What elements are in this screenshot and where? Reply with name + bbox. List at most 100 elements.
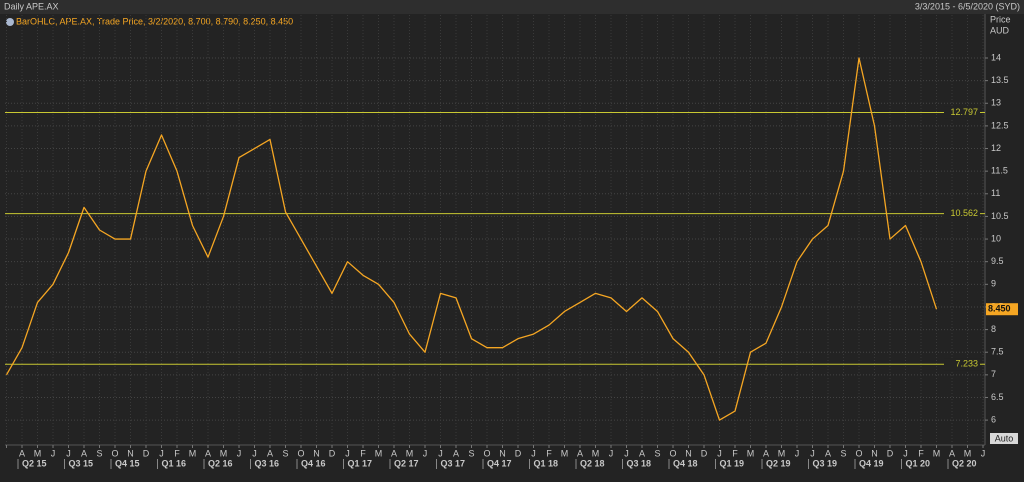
auto-button[interactable] <box>990 433 1018 444</box>
x-tick-label: M <box>34 448 42 458</box>
y-tick-label: 7 <box>991 369 996 379</box>
x-tick-label: N <box>499 448 506 458</box>
x-tick-label: J <box>51 448 56 458</box>
last-price-label: 8.450 <box>988 304 1011 314</box>
x-tick-label: J <box>981 448 986 458</box>
y-tick-label: 6.5 <box>991 392 1004 402</box>
y-tick-label: 14 <box>991 52 1001 62</box>
quarter-label: Q3 16 <box>255 458 280 468</box>
x-tick-label: M <box>406 448 414 458</box>
y-tick-label: 13 <box>991 98 1001 108</box>
x-tick-label: D <box>143 448 150 458</box>
y-tick-label: 8 <box>991 324 996 334</box>
x-tick-label: J <box>66 448 71 458</box>
level-label: 7.233 <box>955 359 978 369</box>
auto-button-label[interactable]: Auto <box>995 433 1014 443</box>
y-tick-label: 10 <box>991 233 1001 243</box>
quarter-label: Q4 19 <box>859 458 884 468</box>
x-tick-label: A <box>81 448 87 458</box>
x-tick-label: J <box>531 448 536 458</box>
x-tick-label: J <box>903 448 908 458</box>
quarter-label: Q4 17 <box>487 458 512 468</box>
x-tick-label: D <box>887 448 894 458</box>
x-tick-label: J <box>345 448 350 458</box>
price-line <box>5 57 938 421</box>
level-label-bg <box>944 207 980 220</box>
quarter-label: Q1 16 <box>162 458 187 468</box>
quarter-label: Q3 15 <box>69 458 94 468</box>
x-tick-label: J <box>795 448 800 458</box>
x-tick-label: J <box>159 448 164 458</box>
x-tick-label: J <box>717 448 722 458</box>
quarter-label: Q2 16 <box>208 458 233 468</box>
x-tick-label: M <box>778 448 786 458</box>
quarter-label: Q2 18 <box>580 458 605 468</box>
quarter-label: Q1 17 <box>348 458 373 468</box>
x-tick-label: D <box>515 448 522 458</box>
x-tick-label: J <box>252 448 257 458</box>
x-tick-label: A <box>949 448 955 458</box>
y-tick-label: 6 <box>991 414 996 424</box>
x-tick-label: M <box>933 448 941 458</box>
level-label: 10.562 <box>950 208 978 218</box>
level-label-bg <box>944 358 980 371</box>
x-tick-label: N <box>685 448 692 458</box>
x-tick-label: A <box>391 448 397 458</box>
x-tick-label: A <box>763 448 769 458</box>
x-tick-label: F <box>732 448 738 458</box>
x-tick-label: J <box>237 448 242 458</box>
x-tick-label: D <box>701 448 708 458</box>
quarter-label: Q3 17 <box>441 458 466 468</box>
y-tick-label: 9 <box>991 279 996 289</box>
x-tick-label: J <box>810 448 815 458</box>
x-tick-label: A <box>267 448 273 458</box>
x-tick-label: N <box>127 448 134 458</box>
header-bar <box>0 0 1024 14</box>
level-label: 12.797 <box>950 107 978 117</box>
y-tick-label: 11.5 <box>991 166 1008 176</box>
x-tick-label: N <box>871 448 878 458</box>
y-axis-label: Price <box>990 14 1011 24</box>
quarter-label: Q2 19 <box>766 458 791 468</box>
x-tick-label: A <box>453 448 459 458</box>
x-tick-label: F <box>546 448 552 458</box>
x-tick-label: O <box>483 448 490 458</box>
y-tick-label: 7.5 <box>991 347 1004 357</box>
x-tick-label: S <box>840 448 846 458</box>
x-tick-label: M <box>561 448 569 458</box>
x-tick-label: A <box>19 448 25 458</box>
x-tick-label: S <box>96 448 102 458</box>
quarter-label: Q2 15 <box>22 458 47 468</box>
x-tick-label: J <box>423 448 428 458</box>
x-tick-label: M <box>220 448 228 458</box>
x-tick-label: J <box>609 448 614 458</box>
x-tick-label: O <box>111 448 118 458</box>
y-tick-label: 12.5 <box>991 120 1009 130</box>
x-tick-label: A <box>205 448 211 458</box>
x-tick-label: A <box>577 448 583 458</box>
x-tick-label: F <box>174 448 180 458</box>
x-tick-label: M <box>375 448 383 458</box>
y-tick-label: 13.5 <box>991 75 1009 85</box>
legend-icon[interactable] <box>6 18 14 26</box>
quarter-label: Q2 20 <box>952 458 977 468</box>
y-tick-label: 11 <box>991 188 1000 198</box>
quarter-label: Q4 15 <box>115 458 140 468</box>
x-tick-label: S <box>468 448 474 458</box>
legend: BarOHLC, APE.AX, Trade Price, 3/2/2020, … <box>16 16 293 26</box>
x-tick-label: J <box>624 448 629 458</box>
x-tick-label: M <box>592 448 600 458</box>
quarter-label: Q2 17 <box>394 458 419 468</box>
x-tick-label: O <box>855 448 862 458</box>
header-title: Daily APE.AX <box>4 1 59 11</box>
x-tick-label: J <box>438 448 443 458</box>
x-tick-label: M <box>964 448 972 458</box>
y-tick-label: 10.5 <box>991 211 1009 221</box>
x-tick-label: A <box>639 448 645 458</box>
last-price-box <box>986 303 1018 316</box>
quarter-label: Q1 19 <box>720 458 745 468</box>
quarter-label: Q1 20 <box>906 458 931 468</box>
level-label-bg <box>944 106 980 119</box>
